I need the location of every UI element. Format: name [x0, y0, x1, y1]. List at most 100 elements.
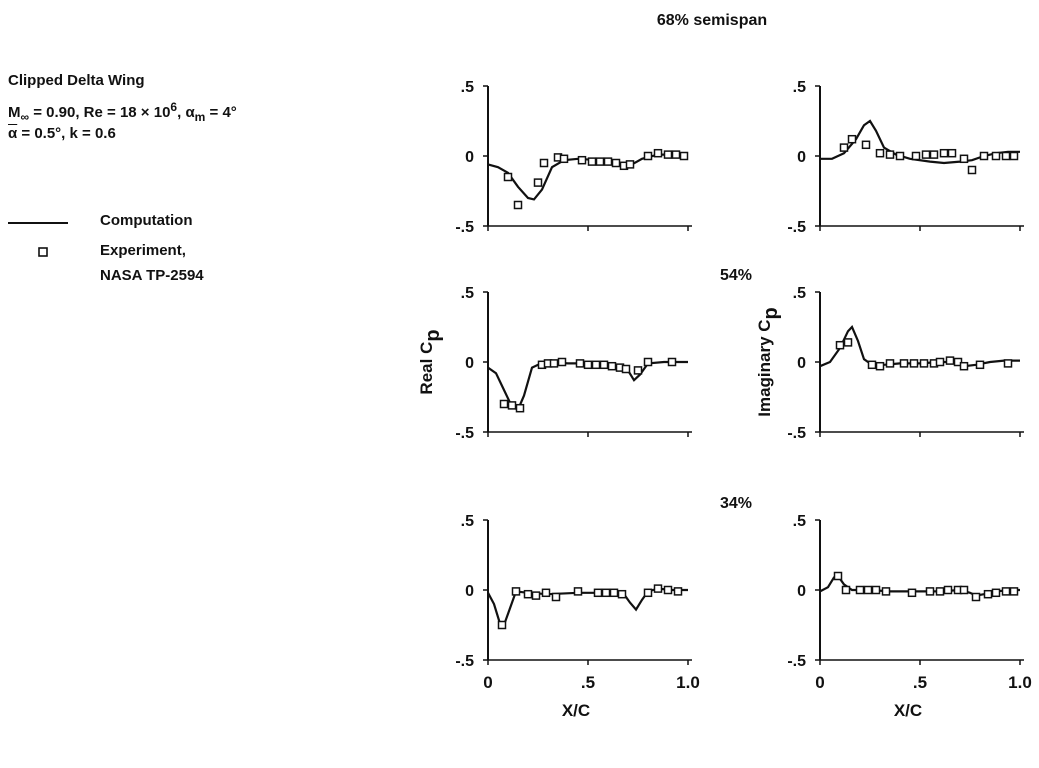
experiment-marker	[847, 134, 857, 144]
legend-conditions-line1: M∞ = 0.90, Re = 18 × 106, αm = 4°	[8, 100, 237, 124]
experiment-marker	[587, 157, 597, 166]
y-tick-label: .5	[461, 513, 474, 530]
experiment-marker	[875, 148, 885, 158]
experiment-marker	[625, 160, 635, 169]
x-axis-label: X/C	[894, 701, 922, 720]
experiment-marker	[935, 357, 945, 367]
mach-reynolds-text: = 0.90, Re = 18 × 10	[29, 104, 171, 121]
experiment-marker	[593, 588, 603, 598]
x-tick-label: 0	[815, 673, 824, 692]
experiment-marker	[551, 592, 561, 602]
experiment-marker	[979, 151, 989, 161]
x-tick-label: .5	[913, 673, 927, 692]
experiment-marker	[523, 589, 533, 599]
row-label: 68% semispan	[657, 12, 767, 29]
experiment-marker	[919, 359, 929, 368]
experiment-marker	[497, 620, 507, 630]
y-tick-label: 0	[465, 583, 474, 600]
legend-conditions-line2: α = 0.5°, k = 0.6	[8, 125, 116, 142]
experiment-marker	[841, 585, 851, 595]
y-tick-label: -.5	[455, 219, 474, 236]
experiment-marker	[959, 154, 969, 164]
experiment-marker	[599, 360, 609, 370]
experiment-marker	[603, 157, 613, 166]
experiment-marker	[511, 587, 521, 596]
experiment-marker	[611, 158, 621, 168]
experiment-marker	[861, 140, 871, 150]
experiment-marker	[557, 357, 567, 367]
x-tick-label: 1.0	[1008, 673, 1032, 692]
computation-line	[487, 360, 688, 412]
experiment-marker	[621, 364, 631, 374]
experiment-marker	[925, 587, 935, 596]
experiment-marker	[863, 585, 873, 595]
experiment-marker	[663, 150, 673, 159]
experiment-marker	[991, 151, 1001, 161]
experiment-marker	[573, 587, 583, 596]
y-tick-label: 0	[797, 355, 806, 372]
row-label: 54%	[720, 267, 752, 284]
experiment-marker	[881, 587, 891, 596]
experiment-marker	[855, 585, 865, 595]
experiment-marker	[839, 143, 849, 152]
alpha-m-value: = 4°	[205, 104, 237, 121]
experiment-marker	[667, 357, 677, 367]
legend-line-swatch	[8, 222, 68, 224]
experiment-marker	[945, 356, 955, 365]
legend-experiment-source: NASA TP-2594	[100, 267, 204, 284]
alpha-m-symbol: , α	[177, 104, 195, 121]
experiment-marker	[975, 360, 985, 370]
experiment-marker	[653, 584, 663, 593]
experiment-marker	[929, 150, 939, 159]
experiment-marker	[609, 588, 619, 598]
x-axis-label: X/C	[562, 701, 590, 720]
experiment-marker	[531, 591, 541, 600]
experiment-marker	[643, 588, 653, 598]
experiment-marker	[871, 585, 881, 595]
y-tick-label: -.5	[455, 425, 474, 442]
y-tick-label: -.5	[787, 653, 806, 670]
experiment-marker	[867, 360, 877, 370]
experiment-marker	[935, 587, 945, 596]
experiment-marker	[921, 150, 931, 159]
experiment-marker	[653, 148, 663, 158]
experiment-marker	[515, 403, 525, 413]
experiment-marker	[583, 360, 593, 370]
experiment-marker	[991, 588, 1001, 598]
experiment-marker	[907, 588, 917, 598]
experiment-marker	[575, 359, 585, 368]
panel-0-real	[483, 85, 692, 231]
experiment-marker	[513, 200, 523, 210]
experiment-marker	[875, 361, 885, 371]
experiment-marker	[499, 399, 509, 409]
x-tick-label: 1.0	[676, 673, 700, 692]
panel-1-imag	[815, 291, 1024, 437]
experiment-marker	[909, 359, 919, 368]
y-axis-label-right: Imaginary Cp	[755, 307, 782, 417]
experiment-marker	[503, 172, 513, 182]
experiment-marker	[947, 148, 957, 158]
experiment-marker	[601, 588, 611, 598]
experiment-marker	[559, 154, 569, 164]
y-tick-label: .5	[461, 285, 474, 302]
y-axis-label-left-text: Real C	[417, 342, 436, 395]
panel-1-real	[483, 291, 692, 437]
alpha-bar-value: = 0.5°, k = 0.6	[17, 125, 116, 142]
experiment-marker	[885, 150, 895, 159]
experiment-marker	[959, 361, 969, 371]
experiment-marker	[943, 585, 953, 595]
experiment-marker	[1001, 151, 1011, 161]
legend-title: Clipped Delta Wing	[8, 72, 145, 89]
experiment-marker	[939, 148, 949, 158]
experiment-marker	[507, 401, 517, 410]
legend-computation-label: Computation	[100, 212, 193, 229]
panel-0-imag	[815, 85, 1024, 231]
alpha-bar-symbol: α	[8, 125, 18, 142]
y-tick-label: 0	[797, 583, 806, 600]
experiment-marker	[539, 158, 549, 168]
y-axis-label-left: Real Cp	[417, 329, 444, 394]
experiment-marker	[833, 571, 843, 581]
experiment-marker	[967, 165, 977, 175]
y-tick-label: -.5	[787, 425, 806, 442]
